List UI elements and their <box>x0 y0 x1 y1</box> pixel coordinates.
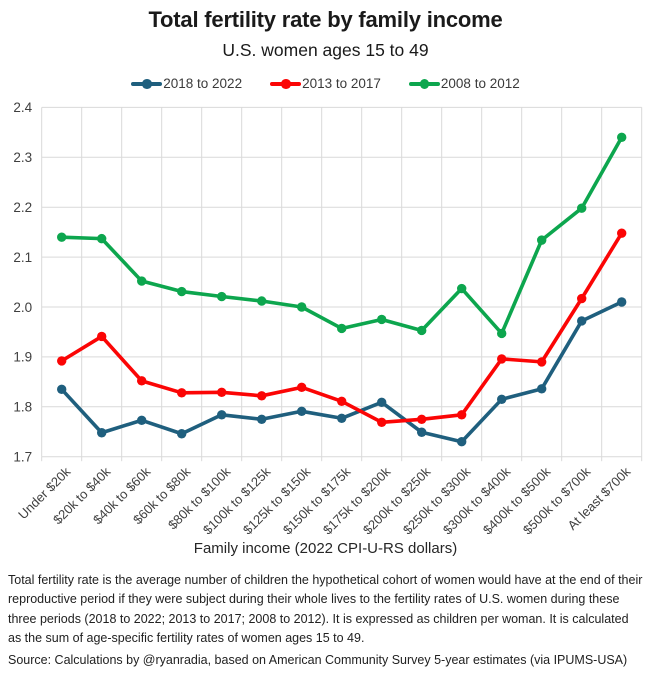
y-tick-label: 2.1 <box>13 250 32 265</box>
legend: 2018 to 2022 2013 to 2017 2008 to 2012 <box>0 76 651 91</box>
y-tick-label: 1.8 <box>13 400 32 415</box>
legend-item-2013-to-2017: 2013 to 2017 <box>270 76 381 91</box>
data-point-2013-to-2017 <box>297 382 307 393</box>
data-point-2008-to-2012 <box>97 233 107 244</box>
data-point-2018-to-2022 <box>617 297 627 307</box>
data-point-2018-to-2022 <box>97 428 107 438</box>
legend-label: 2008 to 2012 <box>440 76 520 91</box>
chart-subtitle: U.S. women ages 15 to 49 <box>222 40 429 60</box>
y-tick-label: 1.9 <box>13 350 32 365</box>
data-point-2018-to-2022 <box>577 316 587 326</box>
data-point-2018-to-2022 <box>177 429 187 439</box>
data-point-2018-to-2022 <box>217 410 227 420</box>
source-note: Source: Calculations by @ryanradia, base… <box>8 653 628 667</box>
data-point-2008-to-2012 <box>217 291 227 302</box>
data-point-2013-to-2017 <box>577 293 587 304</box>
data-point-2018-to-2022 <box>417 427 427 437</box>
data-point-2008-to-2012 <box>457 283 467 294</box>
line-marker-icon <box>408 78 440 89</box>
data-point-2018-to-2022 <box>537 384 547 394</box>
data-point-2008-to-2012 <box>297 302 307 312</box>
data-point-2018-to-2022 <box>57 384 67 395</box>
data-point-2018-to-2022 <box>297 406 307 416</box>
data-point-2008-to-2012 <box>497 328 507 339</box>
data-point-2018-to-2022 <box>497 394 507 405</box>
series-line-2008-to-2012 <box>59 135 624 336</box>
data-point-2008-to-2012 <box>577 203 587 213</box>
data-point-2013-to-2017 <box>137 376 147 386</box>
legend-item-2008-to-2012: 2008 to 2012 <box>408 76 520 91</box>
data-point-2018-to-2022 <box>457 437 467 447</box>
y-tick-label: 2.0 <box>13 300 32 315</box>
data-point-2013-to-2017 <box>57 356 67 366</box>
y-tick-label: 1.7 <box>13 450 32 465</box>
chart-title: Total fertility rate by family income <box>148 7 503 32</box>
data-point-2018-to-2022 <box>137 415 147 425</box>
data-point-2013-to-2017 <box>537 357 547 367</box>
data-point-2018-to-2022 <box>257 414 267 424</box>
line-marker-icon <box>131 78 163 89</box>
data-point-2013-to-2017 <box>337 396 347 407</box>
data-point-2018-to-2022 <box>377 397 387 408</box>
data-point-2013-to-2017 <box>217 387 227 398</box>
x-axis-title: Family income (2022 CPI-U-RS dollars) <box>193 540 458 557</box>
y-tick-label: 2.3 <box>13 150 32 165</box>
legend-label: 2013 to 2017 <box>302 76 381 91</box>
data-point-2018-to-2022 <box>337 413 347 423</box>
data-point-2008-to-2012 <box>417 325 427 336</box>
footnote: Total fertility rate is the average numb… <box>8 573 643 645</box>
data-point-2008-to-2012 <box>337 323 347 334</box>
data-point-2008-to-2012 <box>617 132 627 143</box>
data-point-2013-to-2017 <box>97 331 107 342</box>
data-point-2008-to-2012 <box>377 314 387 325</box>
y-tick-label: 2.2 <box>13 200 32 215</box>
y-tick-label: 2.4 <box>13 100 32 115</box>
data-point-2008-to-2012 <box>57 232 67 242</box>
line-marker-icon <box>270 78 302 89</box>
data-point-2008-to-2012 <box>537 235 547 245</box>
data-point-2013-to-2017 <box>457 410 467 420</box>
data-point-2013-to-2017 <box>377 417 387 427</box>
data-point-2013-to-2017 <box>257 391 267 401</box>
legend-label: 2018 to 2022 <box>163 76 243 91</box>
data-point-2013-to-2017 <box>617 228 627 238</box>
legend-item-2018-to-2022: 2018 to 2022 <box>131 76 242 91</box>
data-point-2008-to-2012 <box>137 276 147 286</box>
data-point-2013-to-2017 <box>417 414 427 424</box>
data-point-2008-to-2012 <box>257 296 267 306</box>
data-point-2008-to-2012 <box>177 286 187 297</box>
data-point-2013-to-2017 <box>497 354 507 364</box>
data-point-2013-to-2017 <box>177 388 187 398</box>
